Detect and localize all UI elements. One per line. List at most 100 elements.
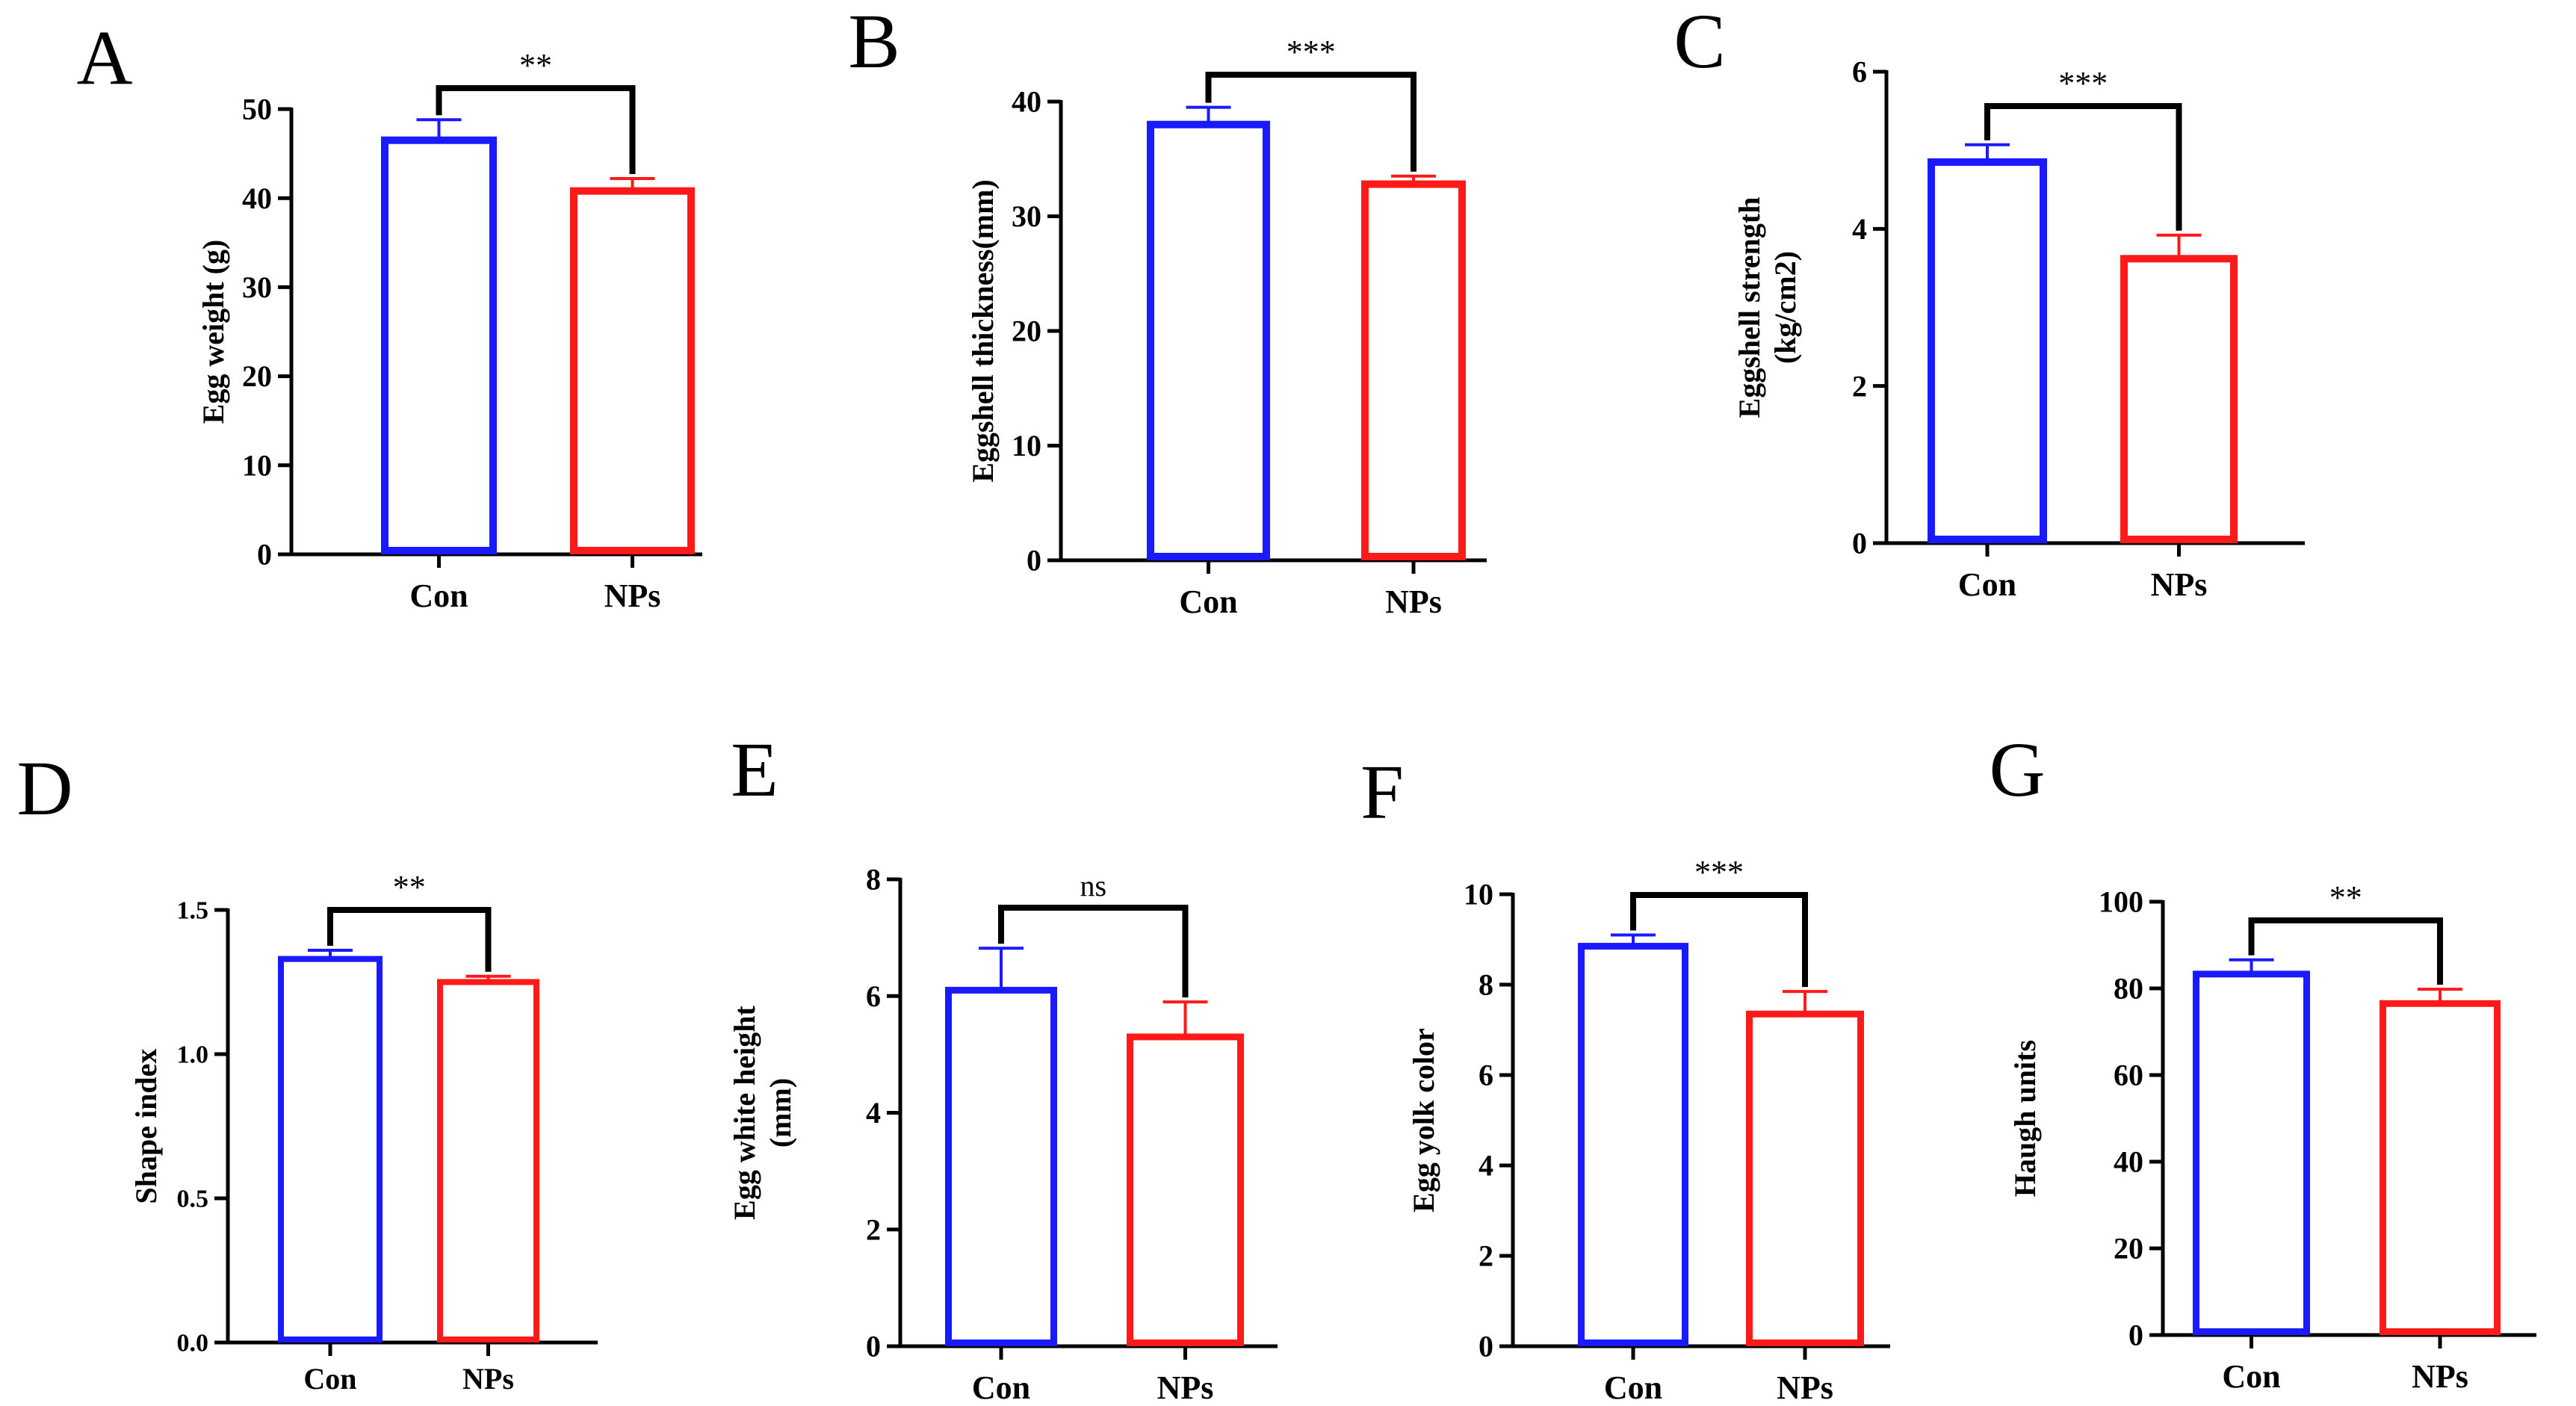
chart-panel-d: D 0.0 0.5 1.0 1.5 Con NPs ** Shape index [16,746,598,1396]
con-bar [1578,943,1688,1346]
x-category-label: NPs [1157,1369,1214,1406]
y-tick-label: 8 [866,863,881,896]
nps-bar [2120,255,2238,543]
con-bar [1147,120,1270,560]
significance-label: *** [1694,854,1744,891]
x-category-label: Con [409,577,468,614]
x-category-label: NPs [2412,1358,2468,1395]
significance-bracket [436,85,636,174]
y-tick-label: 0 [1852,527,1867,560]
y-tick-label: 50 [242,93,272,126]
y-tick-label: 4 [866,1096,881,1130]
nps-bar [1746,1010,1864,1346]
con-bar [278,956,383,1342]
con-bar [381,136,497,555]
x-category-label: Con [1179,583,1237,620]
y-tick-label: 40 [2114,1145,2143,1179]
y-tick-label: 30 [242,270,272,304]
y-tick-label: 0.0 [177,1330,209,1357]
panel-letter: E [731,727,778,813]
y-tick-label: 0 [257,538,272,572]
y-tick-label: 4 [1479,1149,1493,1183]
y-axis-title-unit: (kg/cm2) [1768,251,1802,364]
y-tick-label: 0.5 [177,1186,209,1213]
significance-bracket [2248,917,2443,985]
x-category-label: Con [972,1369,1030,1406]
chart-panel-e: E 0 2 4 6 8 Con NPs ns Egg white height (mm) [728,727,1278,1406]
panel-letter: D [16,746,72,831]
y-tick-label: 30 [1012,199,1041,233]
significance-bracket [1984,103,2182,231]
x-category-label: Con [1958,566,2016,603]
y-tick-label: 4 [1852,212,1867,246]
y-tick-label: 0 [866,1330,881,1363]
nps-bar [1361,180,1466,561]
con-bar [945,986,1057,1346]
y-tick-label: 10 [1464,878,1493,911]
x-category-label: NPs [1385,583,1442,620]
x-category-label: Con [303,1362,356,1396]
y-tick-label: 10 [1012,429,1041,462]
significance-bracket [1205,72,1417,172]
y-tick-label: 6 [1852,55,1867,89]
y-tick-label: 8 [1479,968,1493,1002]
y-axis-title: Egg white height [728,1005,761,1219]
panel-letter: G [1989,727,2045,813]
nps-bar [437,979,539,1342]
y-tick-label: 10 [242,448,272,482]
y-tick-label: 20 [242,359,272,393]
significance-bracket [1630,892,1808,988]
y-tick-label: 20 [2114,1232,2143,1266]
y-axis-title: Eggshell strength [1733,197,1766,418]
y-tick-label: 0 [2128,1319,2143,1352]
nps-bar [1127,1033,1244,1346]
y-axis-title-unit: (mm) [764,1078,797,1148]
y-axis-title: Egg yolk color [1407,1028,1440,1213]
x-category-label: NPs [1777,1369,1833,1406]
significance-label: ** [519,47,552,84]
y-tick-label: 0 [1027,544,1041,577]
y-tick-label: 2 [1852,369,1867,403]
y-tick-label: 2 [866,1213,881,1246]
y-tick-label: 60 [2114,1059,2143,1092]
significance-label: ** [2329,879,2362,916]
x-category-label: Con [1604,1369,1662,1406]
y-tick-label: 6 [866,979,881,1013]
y-tick-label: 2 [1479,1239,1493,1273]
x-category-label: NPs [2151,566,2208,603]
x-category-label: NPs [462,1362,514,1396]
y-tick-label: 1.5 [177,897,209,925]
nps-bar [570,187,695,554]
x-category-label: Con [2222,1358,2280,1395]
significance-bracket [327,907,492,972]
y-tick-label: 40 [242,182,272,215]
y-tick-label: 1.0 [177,1041,209,1069]
y-axis-title: Eggshell thickness(mm) [966,179,1000,483]
y-axis-title: Egg weight (g) [196,240,230,424]
y-axis-title: Haugh units [2008,1040,2042,1197]
con-bar [2193,970,2310,1335]
y-axis-title: Shape index [129,1049,163,1204]
y-tick-label: 40 [1012,85,1041,119]
significance-bracket [998,905,1189,998]
panel-letter: A [76,15,132,101]
nps-bar [2380,1000,2501,1336]
y-tick-label: 0 [1479,1330,1493,1363]
panel-letter: B [848,0,900,84]
chart-panel-g: G 0 20 40 60 80 100 Con NPs ** Haugh units [1989,727,2536,1395]
y-tick-label: 100 [2099,885,2143,919]
significance-label: *** [2058,65,2108,102]
panel-letter: F [1360,749,1404,835]
chart-panel-f: F 0 2 4 6 8 10 Con NPs *** Egg yolk color [1360,749,1890,1406]
chart-panel-a: A 0 10 20 30 40 50 Con NPs ** Egg weight (g) [76,15,702,614]
chart-panel-b: B 0 10 20 30 40 Con NPs *** Eggshell thickness(mm… [848,0,1487,620]
chart-panel-c: C 0 2 4 6 Con NPs *** Eggshell strength (kg/cm2) [1674,0,2305,603]
significance-label: ns [1080,869,1106,902]
significance-label: ** [393,869,426,905]
y-tick-label: 80 [2114,972,2143,1006]
x-category-label: NPs [604,577,661,614]
significance-label: *** [1287,34,1336,70]
y-tick-label: 20 [1012,315,1041,348]
con-bar [1928,158,2047,543]
